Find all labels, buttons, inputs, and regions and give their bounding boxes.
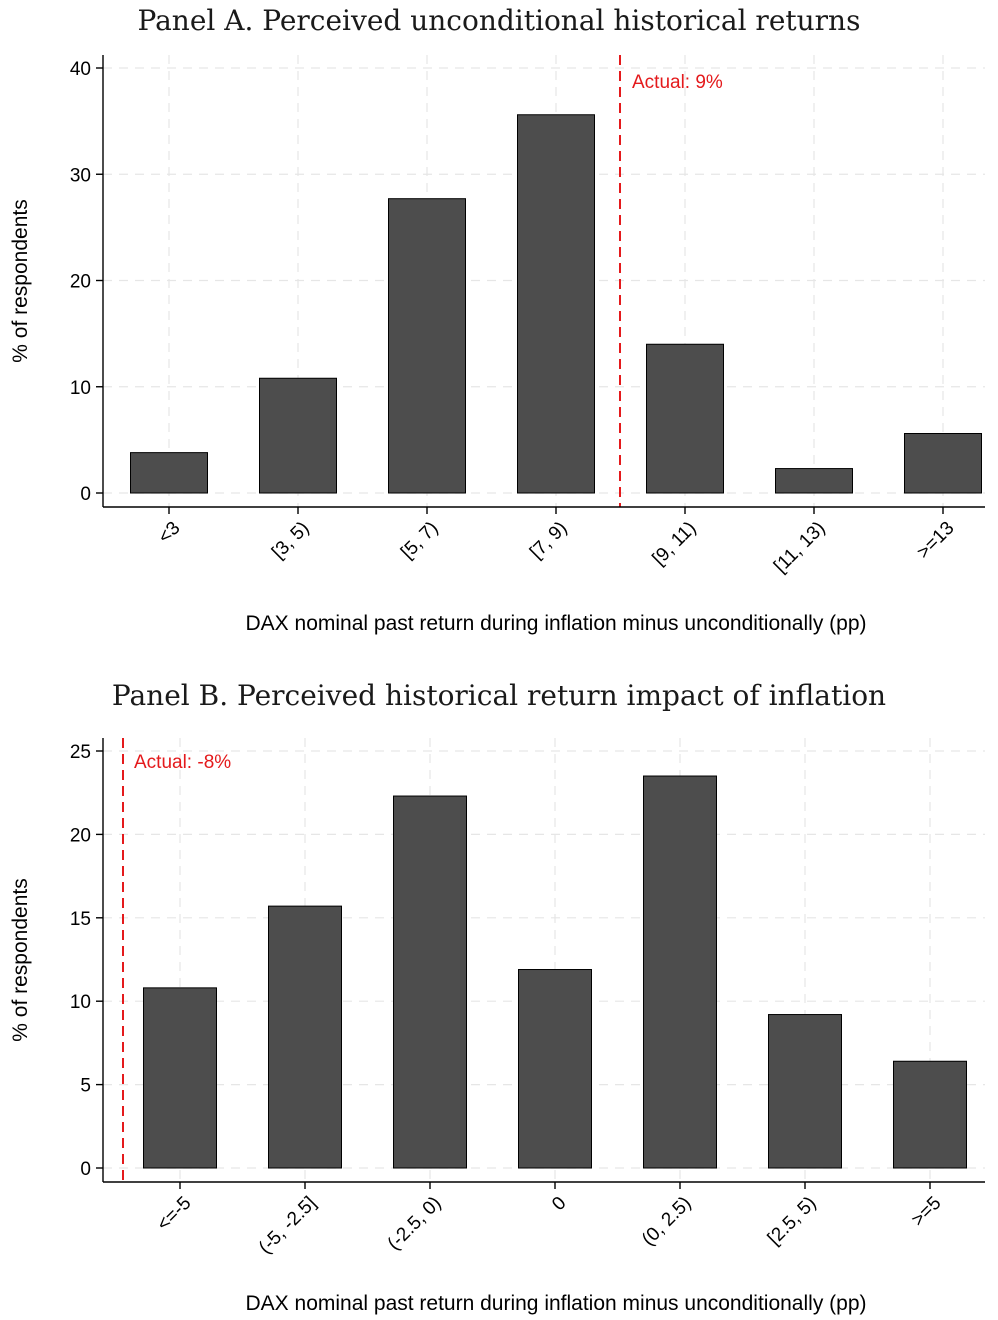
bar-5: [768, 1014, 842, 1169]
y-tick-label: 25: [70, 742, 91, 763]
y-tick-label: 40: [70, 59, 91, 80]
panel-b-reference: Actual: -8%: [122, 738, 231, 1182]
x-tick-label: [11, 13): [770, 518, 829, 577]
x-tick-label: <=-5: [153, 1193, 195, 1235]
bar-1: [259, 377, 337, 494]
x-tick-label: [5, 7): [397, 518, 442, 563]
panel-b-x-axis-label: DAX nominal past return during inflation…: [246, 1292, 867, 1315]
panel-a-y-axis-label: % of respondents: [9, 199, 32, 362]
bar-0: [130, 452, 208, 494]
actual-annotation: Actual: 9%: [632, 72, 723, 93]
panel-a-ticks: 0 10 20 30 40 <3 [3, 5) [5, 7) [7, 9) [9, 11) [11,…: [70, 59, 959, 577]
panel-b-axes: [102, 738, 985, 1183]
bar-2: [393, 795, 467, 1169]
x-tick-label: (-2.5, 0): [384, 1193, 446, 1255]
bar-0: [143, 987, 217, 1169]
panel-b: Panel B. Perceived historical return imp…: [9, 679, 985, 1315]
bar-6: [904, 433, 982, 494]
x-tick-label: [2.5, 5): [764, 1193, 821, 1250]
y-tick-label: 5: [80, 1076, 91, 1097]
x-tick-label: [7, 9): [526, 518, 571, 563]
panel-b-title: Panel B. Perceived historical return imp…: [112, 679, 886, 712]
x-tick-label: >=13: [913, 518, 958, 563]
panel-a-bars: [130, 114, 982, 494]
y-tick-label: 10: [70, 378, 91, 399]
y-tick-label: 20: [70, 272, 91, 293]
bar-2: [388, 198, 466, 494]
panel-b-bars: [143, 775, 967, 1169]
actual-annotation: Actual: -8%: [134, 752, 231, 773]
x-tick-label: 0: [548, 1193, 570, 1215]
bar-1: [268, 905, 342, 1169]
bar-3: [518, 969, 592, 1169]
bar-4: [646, 343, 724, 494]
x-tick-label: (0, 2.5): [638, 1193, 695, 1250]
y-tick-label: 15: [70, 909, 91, 930]
y-tick-label: 10: [70, 992, 91, 1013]
bar-5: [775, 468, 853, 494]
panel-a-title: Panel A. Perceived unconditional histori…: [138, 4, 861, 37]
bar-6: [893, 1060, 967, 1169]
bar-3: [517, 114, 595, 494]
panel-a-x-axis-label: DAX nominal past return during inflation…: [246, 612, 867, 635]
panel-b-y-axis-label: % of respondents: [9, 878, 32, 1041]
x-tick-label: >=5: [908, 1193, 946, 1231]
bar-4: [643, 775, 717, 1169]
x-tick-label: [9, 11): [649, 518, 701, 570]
y-tick-label: 30: [70, 165, 91, 186]
panel-a-reference: Actual: 9%: [619, 55, 723, 507]
y-tick-label: 0: [80, 484, 91, 505]
y-tick-label: 20: [70, 825, 91, 846]
y-tick-label: 0: [80, 1159, 91, 1180]
x-tick-label: (-5, -2.5]: [255, 1193, 321, 1259]
x-tick-label: <3: [154, 518, 184, 548]
x-tick-label: [3, 5): [268, 518, 313, 563]
panel-a: Panel A. Perceived unconditional histori…: [9, 4, 985, 635]
